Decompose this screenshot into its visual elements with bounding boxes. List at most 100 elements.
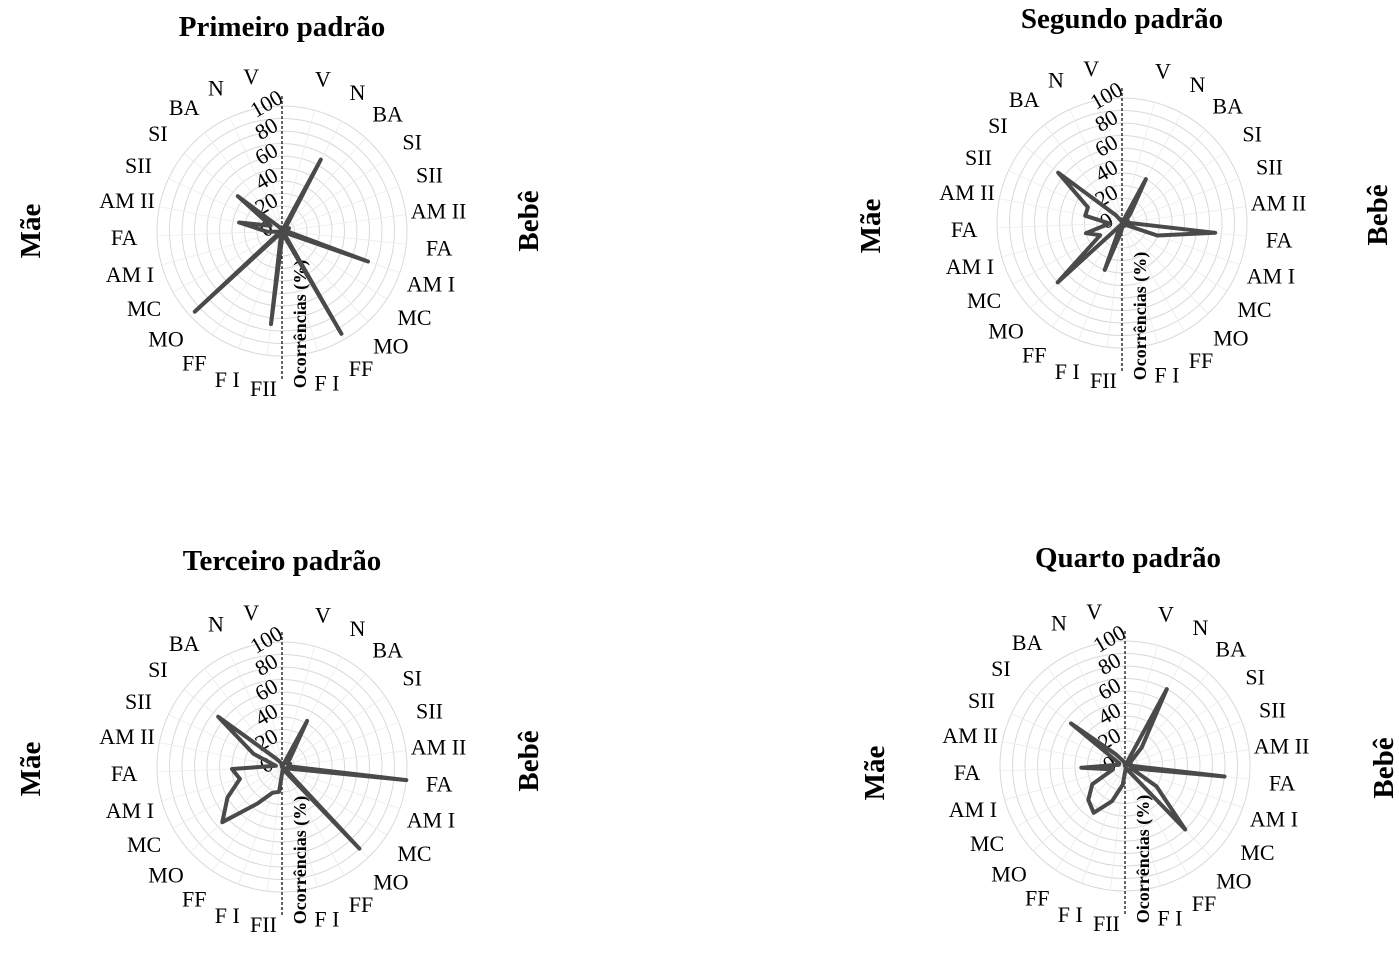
category-label-bebe: F I xyxy=(314,907,339,932)
data-point xyxy=(287,226,291,230)
category-label-bebe: AM I xyxy=(407,272,455,297)
data-point xyxy=(1155,233,1159,238)
radial-tick-label: 100 xyxy=(1086,76,1127,114)
mother-label: Mãe xyxy=(15,204,47,259)
grid-spoke xyxy=(1121,206,1246,224)
series-line xyxy=(216,714,409,851)
data-point xyxy=(1083,214,1087,218)
grid-spoke xyxy=(189,766,283,853)
grid-spoke xyxy=(1011,713,1126,767)
grid-spoke xyxy=(281,766,388,836)
grid-spoke xyxy=(229,117,283,232)
grid-spoke xyxy=(281,230,407,245)
data-point xyxy=(1069,721,1073,726)
grid-spoke xyxy=(161,230,283,266)
category-label-bebe: MC xyxy=(1237,297,1271,322)
data-point xyxy=(279,225,283,229)
grid-spoke xyxy=(1121,222,1228,292)
grid-spoke xyxy=(212,766,283,872)
grid-spoke xyxy=(281,766,345,876)
grid-spoke xyxy=(1002,741,1126,767)
category-label-mae: SII xyxy=(125,153,152,178)
category-label-bebe: FA xyxy=(426,772,453,797)
category-label-bebe: SI xyxy=(402,666,422,691)
data-point xyxy=(1111,767,1115,772)
category-label-mae: AM II xyxy=(939,180,995,205)
category-label-bebe: BA xyxy=(1215,637,1246,662)
category-label-bebe: FF xyxy=(1192,891,1216,916)
category-label-mae: SI xyxy=(991,656,1011,681)
category-label-mae: BA xyxy=(1012,630,1043,655)
grid-spoke xyxy=(1004,765,1126,801)
category-label-mae: SII xyxy=(965,145,992,170)
category-label-bebe: BA xyxy=(372,102,403,127)
grid-spoke xyxy=(281,673,366,768)
category-label-mae: AM II xyxy=(99,188,155,213)
grid-spoke xyxy=(281,750,406,768)
category-label-bebe: SI xyxy=(1245,665,1265,690)
radial-tick-label: 100 xyxy=(246,84,287,122)
grid-spoke xyxy=(281,230,369,322)
category-label-mae: FF xyxy=(182,350,206,375)
radial-axis-title: Ocorrências (%) xyxy=(1130,252,1151,380)
data-point xyxy=(279,761,283,765)
category-label-mae: AM II xyxy=(99,724,155,749)
category-label-mae: MO xyxy=(148,326,183,351)
data-point xyxy=(404,778,408,782)
grid-spoke xyxy=(1106,222,1123,348)
category-label-mae: MC xyxy=(127,832,161,857)
data-point xyxy=(270,791,275,795)
category-label-bebe: FA xyxy=(426,236,453,261)
data-point xyxy=(285,761,289,766)
grid-spoke xyxy=(1121,151,1226,224)
category-label-mae: MO xyxy=(988,318,1023,343)
category-label-bebe: N xyxy=(349,80,365,105)
data-point xyxy=(1154,784,1159,789)
grid-spoke xyxy=(1121,177,1239,224)
category-label-bebe: FF xyxy=(349,356,373,381)
grid-spoke xyxy=(281,721,399,768)
data-point xyxy=(1119,231,1123,235)
data-point xyxy=(1122,760,1126,764)
data-point xyxy=(1119,217,1123,221)
data-point xyxy=(1183,827,1187,832)
category-label-bebe: FF xyxy=(349,892,373,917)
grid-spoke xyxy=(212,230,283,336)
data-point xyxy=(278,230,282,234)
category-label-bebe: BA xyxy=(1212,94,1243,119)
category-label-bebe: FA xyxy=(1269,771,1296,796)
data-point xyxy=(1121,783,1125,787)
category-label-bebe: N xyxy=(1189,72,1205,97)
grid-spoke xyxy=(257,108,283,232)
data-point xyxy=(1128,212,1132,216)
category-label-bebe: F I xyxy=(1157,906,1182,931)
grid-spoke xyxy=(1124,765,1188,875)
category-label-bebe: AM I xyxy=(1247,264,1295,289)
grid-spoke xyxy=(1032,765,1126,852)
data-point xyxy=(366,259,370,264)
grid-spoke xyxy=(257,644,283,768)
category-label-bebe: F I xyxy=(314,371,339,396)
category-label-bebe: V xyxy=(1158,601,1174,626)
data-point xyxy=(1079,766,1083,770)
grid-spoke xyxy=(1124,765,1161,887)
data-point xyxy=(269,224,273,228)
category-label-mae: V xyxy=(243,64,259,89)
category-label-mae: AM I xyxy=(949,797,997,822)
category-label-mae: SI xyxy=(988,113,1008,138)
grid-spoke xyxy=(1069,109,1123,224)
data-point xyxy=(1140,745,1144,750)
data-point xyxy=(281,767,285,772)
category-label-mae: SI xyxy=(148,657,168,682)
category-label-mae: AM I xyxy=(106,798,154,823)
data-point xyxy=(1213,231,1217,235)
category-label-bebe: SII xyxy=(416,698,443,723)
grid-spoke xyxy=(281,159,386,232)
category-label-mae: MC xyxy=(967,288,1001,313)
data-point xyxy=(1120,758,1124,762)
grid-spoke xyxy=(281,185,399,232)
category-label-mae: SI xyxy=(148,121,168,146)
category-label-mae: BA xyxy=(169,95,200,120)
grid-spoke xyxy=(172,230,283,293)
data-point xyxy=(319,158,323,162)
